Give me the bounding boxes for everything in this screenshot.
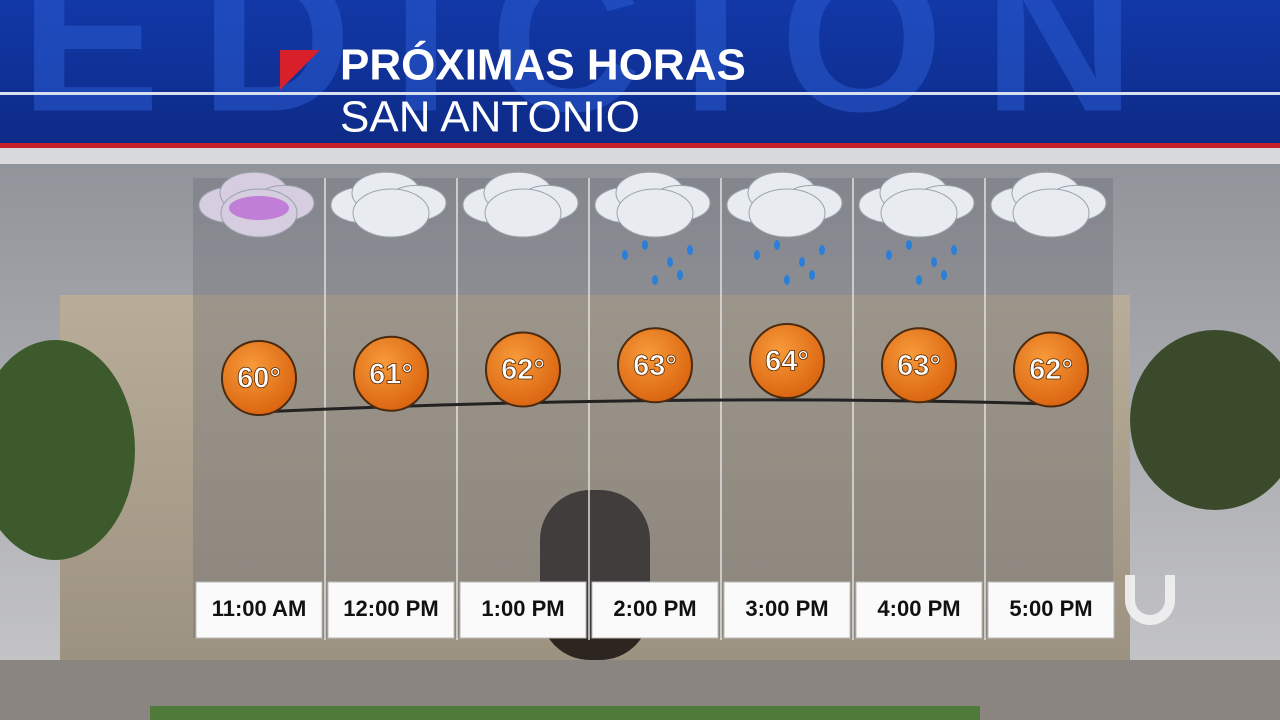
time-label: 4:00 PM	[877, 596, 960, 621]
cloud	[1012, 188, 1090, 238]
network-logo	[1125, 575, 1175, 625]
time-label: 12:00 PM	[343, 596, 438, 621]
rain-drop	[809, 270, 815, 280]
temperature-label: 64°	[765, 346, 809, 378]
temperature-marker	[485, 331, 561, 408]
weather-icon	[330, 171, 447, 238]
weather-icon	[726, 171, 843, 285]
weather-icon	[198, 171, 315, 238]
rain-drop	[951, 245, 957, 255]
rain-drop	[687, 245, 693, 255]
time-box	[987, 581, 1115, 639]
rain-drop	[799, 257, 805, 267]
header-red-rule	[0, 143, 1280, 148]
cloud	[352, 188, 430, 238]
storm-glow	[229, 196, 289, 220]
time-box	[459, 581, 587, 639]
time-label: 2:00 PM	[613, 596, 696, 621]
rain-drop	[819, 245, 825, 255]
background-text: EDICION	[20, 0, 1175, 155]
temperature-marker	[353, 335, 429, 412]
rain-drop	[941, 270, 947, 280]
time-label: 3:00 PM	[745, 596, 828, 621]
temperature-label: 63°	[897, 350, 941, 382]
temperature-marker	[1013, 331, 1089, 408]
temperature-label: 62°	[501, 354, 545, 386]
time-box	[327, 581, 455, 639]
time-label: 1:00 PM	[481, 596, 564, 621]
time-box	[723, 581, 851, 639]
header-strip	[0, 148, 1280, 164]
cloud	[484, 188, 562, 238]
temperature-marker	[881, 327, 957, 404]
rain-drop	[774, 240, 780, 250]
accent-triangle	[280, 50, 320, 90]
rain-drop	[677, 270, 683, 280]
rain-drop	[906, 240, 912, 250]
plot: 60° 11:00 AM 61° 12:00 PM 62° 1:00 PM 63° 2:00 …	[195, 171, 1175, 640]
tree	[0, 340, 135, 560]
rain-drop	[652, 275, 658, 285]
cloud	[880, 188, 958, 238]
weather-icon	[990, 171, 1107, 238]
temperature-marker	[617, 327, 693, 404]
rain-drop	[886, 250, 892, 260]
lawn	[150, 706, 980, 720]
temperature-label: 62°	[1029, 354, 1073, 386]
temperature-marker	[749, 323, 825, 399]
time-box	[855, 581, 983, 639]
rain-drop	[754, 250, 760, 260]
cloud	[616, 188, 694, 238]
temperature-marker	[221, 340, 297, 416]
tree	[1130, 330, 1280, 510]
temperature-label: 61°	[369, 358, 413, 390]
time-box	[591, 581, 719, 639]
subtitle: SAN ANTONIO	[340, 93, 640, 142]
rain-drop	[916, 275, 922, 285]
time-label: 5:00 PM	[1009, 596, 1092, 621]
weather-icon	[462, 171, 579, 238]
header	[0, 0, 1280, 145]
weather-icon	[594, 171, 711, 285]
rain-drop	[622, 250, 628, 260]
rain-drop	[667, 257, 673, 267]
rain-drop	[931, 257, 937, 267]
temperature-label: 63°	[633, 350, 677, 382]
title: PRÓXIMAS HORAS	[340, 40, 746, 90]
time-label: 11:00 AM	[212, 596, 307, 621]
temperature-label: 60°	[237, 363, 281, 395]
rain-drop	[642, 240, 648, 250]
header-rule	[0, 92, 1280, 95]
cloud	[748, 188, 826, 238]
weather-icon	[858, 171, 975, 285]
time-box	[195, 581, 323, 639]
rain-drop	[784, 275, 790, 285]
